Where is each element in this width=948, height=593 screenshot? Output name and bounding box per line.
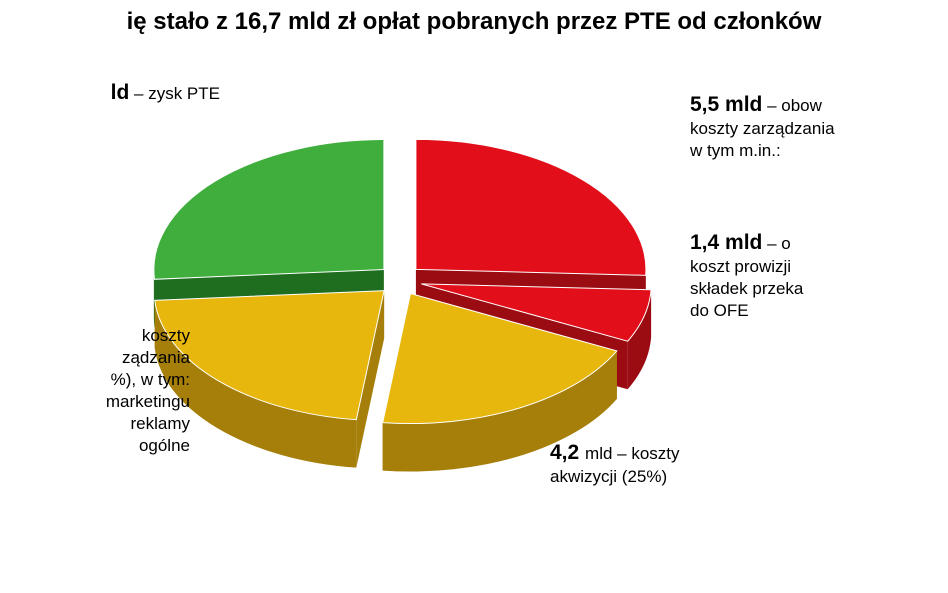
label-4-2-mld: 4,2 mld – koszty akwizycji (25%) [550,440,810,488]
label-line: do OFE [690,301,749,320]
label-line: marketingu [106,392,190,411]
label-line: %), w tym: [111,370,190,389]
label-sub: – obow [762,96,822,115]
label-hl2: mld [585,444,612,463]
label-hl: 5,5 mld [690,93,762,116]
label-line: ogólne [139,436,190,455]
chart-title: ię stało z 16,7 mld zł opłat pobranych p… [0,8,948,36]
label-line: ządzania [122,348,190,367]
label-line: składek przeka [690,279,803,298]
label-line: w tym m.in.: [690,141,781,160]
label-sub: – zysk PTE [129,84,220,103]
label-line: koszt prowizji [690,257,791,276]
label-line: reklamy [130,414,190,433]
slice-top-red_big [416,139,646,275]
label-line: koszty [142,326,190,345]
label-sub: – o [762,234,790,253]
label-line: koszty zarządzania [690,119,835,138]
label-hl: 4,2 [550,441,585,464]
label-sub: – koszty [612,444,679,463]
slice-top-green [154,140,384,280]
label-1-4-mld: 1,4 mld – o koszt prowizji składek przek… [690,230,940,322]
label-line: akwizycji (25%) [550,467,667,486]
label-zysk-pte: ld – zysk PTE [0,80,220,106]
label-5-5-mld: 5,5 mld – obow koszty zarządzania w tym … [690,92,940,162]
label-hl: ld [111,81,130,104]
label-koszty-zarzadzania: koszty ządzania %), w tym: marketingu re… [0,325,190,457]
label-hl: 1,4 mld [690,231,762,254]
